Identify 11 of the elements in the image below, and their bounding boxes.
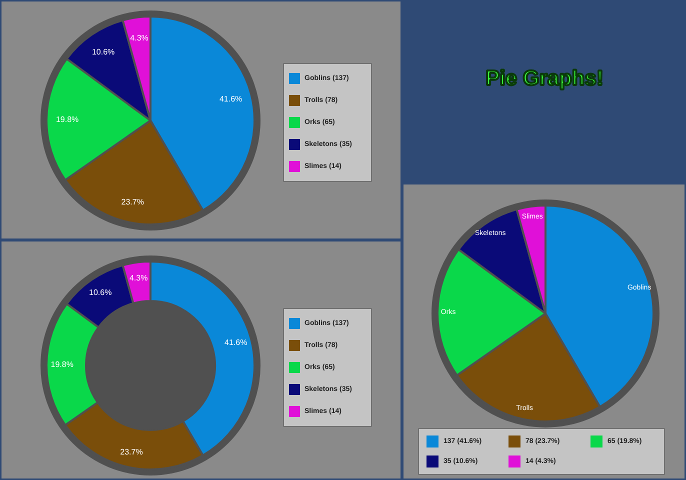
data-label: 41.6% (219, 94, 242, 104)
data-label: 10.6% (89, 288, 112, 298)
data-label: 23.7% (121, 197, 144, 206)
data-label: 4.3% (130, 34, 148, 43)
data-label: 4.3% (129, 273, 148, 282)
chart-title: Pie Graphs! (486, 67, 604, 90)
data-label: 19.8% (56, 114, 79, 124)
data-label: 19.8% (50, 360, 74, 369)
data-label: 41.6% (224, 338, 248, 347)
data-label: 23.7% (120, 447, 143, 456)
data-label: 10.6% (92, 47, 115, 56)
